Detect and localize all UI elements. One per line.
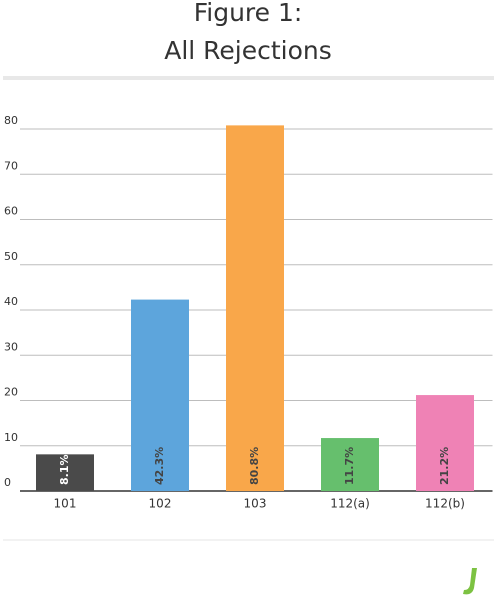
x-tick-label: 102 — [149, 497, 172, 511]
bar — [36, 454, 94, 491]
value-label: 8.1% — [58, 454, 71, 485]
header-divider — [3, 76, 494, 80]
y-tick-label: 30 — [4, 340, 18, 353]
y-tick-label: 70 — [4, 159, 18, 172]
y-tick-label: 40 — [4, 295, 18, 308]
y-tick-label: 0 — [4, 476, 11, 489]
y-tick-label: 20 — [4, 386, 18, 399]
y-tick-label: 50 — [4, 250, 18, 263]
x-tick-label: 112(a) — [330, 497, 370, 511]
x-tick-label: 103 — [244, 497, 267, 511]
bar — [226, 125, 284, 491]
y-tick-label: 80 — [4, 114, 18, 127]
value-label: 42.3% — [153, 447, 166, 485]
value-label: 11.7% — [343, 447, 356, 485]
chart-title: Figure 1: — [194, 0, 303, 27]
value-label: 80.8% — [248, 447, 261, 485]
bar — [131, 299, 189, 491]
bar — [321, 438, 379, 491]
value-label: 21.2% — [438, 447, 451, 485]
x-tick-label: 101 — [54, 497, 77, 511]
y-tick-label: 60 — [4, 205, 18, 218]
x-tick-label: 112(b) — [425, 497, 465, 511]
logo — [463, 568, 477, 595]
chart-subtitle: All Rejections — [164, 36, 332, 65]
bar — [416, 395, 474, 491]
y-tick-label: 10 — [4, 431, 18, 444]
